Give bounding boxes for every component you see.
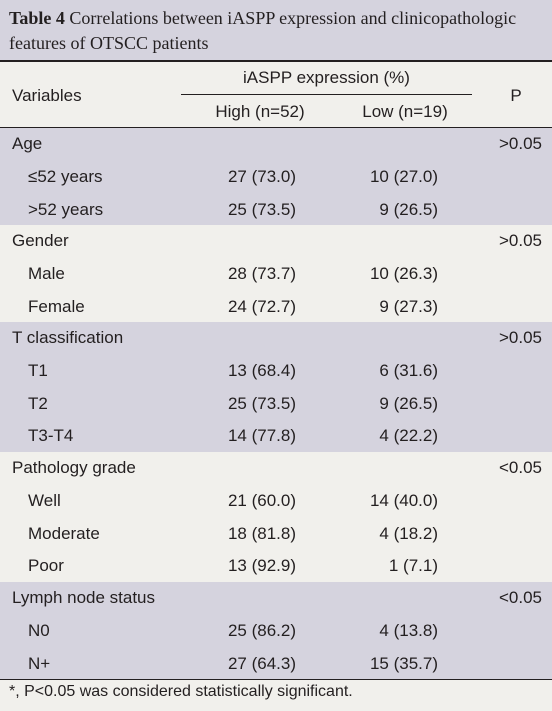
table-footnote: *, P<0.05 was considered statistically s…: [9, 683, 353, 700]
group-p-value: >0.05: [498, 134, 542, 153]
table-number: Table 4: [9, 8, 65, 28]
group-band: [0, 582, 552, 679]
row-high-value: 27 (64.3): [227, 653, 296, 673]
row-label: Female: [28, 296, 85, 316]
row-low-value: 6 (31.6): [379, 361, 438, 380]
row-label: Moderate: [28, 523, 100, 543]
table-title: Correlations between iASPP expression an…: [9, 8, 517, 53]
table-caption: Table 4 Correlations between iASPP expre…: [0, 0, 552, 60]
group-p-value: >0.05: [498, 328, 542, 347]
row-label: T3-T4: [28, 426, 74, 445]
row-high-value: 14 (77.8): [227, 426, 296, 445]
group-band: [0, 128, 552, 225]
row-low-value: 9 (26.5): [379, 393, 438, 413]
row-label: Well: [28, 491, 61, 510]
row-label: ≤52 years: [28, 167, 103, 186]
row-high-value: 27 (73.0): [227, 167, 296, 186]
row-low-value: 10 (26.3): [369, 264, 438, 283]
row-label: T2: [28, 393, 48, 413]
row-label: Male: [28, 264, 65, 283]
row-high-value: 25 (73.5): [227, 393, 296, 413]
row-label: >52 years: [28, 199, 104, 219]
row-low-value: 9 (26.5): [379, 199, 438, 219]
header-rule: [0, 127, 552, 128]
group-band: [0, 322, 552, 452]
group-name: Lymph node status: [12, 588, 156, 607]
row-label: N+: [28, 653, 51, 673]
row-high-value: 25 (86.2): [227, 621, 296, 640]
row-high-value: 13 (68.4): [227, 361, 296, 380]
top-rule: [0, 60, 552, 62]
row-low-value: 15 (35.7): [369, 653, 438, 673]
row-high-value: 24 (72.7): [227, 296, 296, 316]
row-label: N0: [28, 621, 50, 640]
group-p-value: <0.05: [498, 588, 542, 607]
row-high-value: 25 (73.5): [227, 199, 296, 219]
header-group-rule: [181, 94, 472, 95]
header-expression-group: iASPP expression (%): [243, 68, 410, 87]
row-low-value: 4 (13.8): [379, 621, 438, 640]
group-name: Pathology grade: [12, 458, 136, 477]
row-low-value: 4 (22.2): [379, 426, 438, 445]
row-high-value: 21 (60.0): [227, 491, 296, 510]
header-variables: Variables: [12, 86, 82, 105]
header-low: Low (n=19): [362, 102, 448, 121]
header-p: P: [510, 86, 522, 105]
row-low-value: 4 (18.2): [379, 523, 438, 543]
row-low-value: 14 (40.0): [369, 491, 438, 510]
row-low-value: 1 (7.1): [388, 556, 438, 575]
group-name: Gender: [12, 231, 69, 250]
row-low-value: 10 (27.0): [369, 167, 438, 186]
header-high: High (n=52): [215, 102, 305, 121]
row-high-value: 28 (73.7): [227, 264, 296, 283]
group-name: Age: [12, 134, 43, 153]
row-high-value: 18 (81.8): [227, 523, 296, 543]
bottom-rule: [0, 679, 552, 680]
group-p-value: >0.05: [498, 231, 542, 250]
row-low-value: 9 (27.3): [379, 296, 438, 316]
row-label: Poor: [28, 556, 64, 575]
group-name: T classification: [12, 328, 124, 347]
group-p-value: <0.05: [498, 458, 542, 477]
row-label: T1: [28, 361, 48, 380]
row-high-value: 13 (92.9): [227, 556, 296, 575]
